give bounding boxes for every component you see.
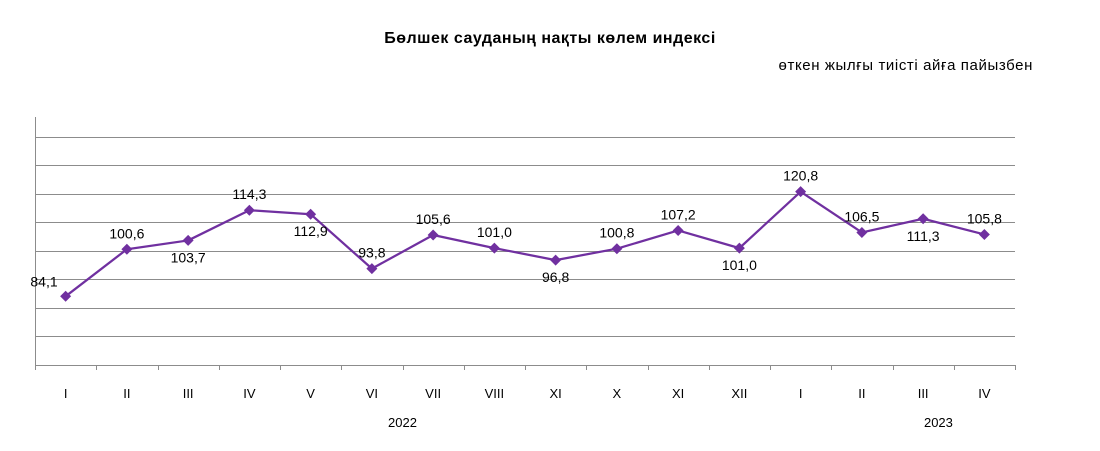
data-label: 120,8	[783, 168, 818, 184]
data-point	[917, 213, 929, 225]
data-point	[672, 224, 684, 236]
year-labels: 2022 2023	[388, 415, 953, 430]
data-label: 96,8	[542, 269, 569, 285]
data-label: 100,8	[599, 225, 634, 241]
x-tick-label: X	[613, 386, 622, 401]
data-point	[243, 204, 255, 216]
x-tick-label: II	[123, 386, 130, 401]
data-point	[978, 228, 990, 240]
year-label: 2022	[388, 415, 417, 430]
x-tick-label: II	[858, 386, 865, 401]
data-point	[60, 290, 72, 302]
data-point	[488, 242, 500, 254]
x-tick-label: IV	[978, 386, 991, 401]
x-tick-label: VII	[425, 386, 441, 401]
data-label: 106,5	[844, 208, 879, 224]
data-label: 101,0	[722, 257, 757, 273]
x-tick-label: V	[306, 386, 315, 401]
data-point	[305, 208, 317, 220]
x-tick-label: VIII	[485, 386, 505, 401]
x-tick-labels: I II III IV V VI VII VIII XI X XI XII I II III IV	[64, 386, 991, 401]
x-tick-label: IV	[243, 386, 256, 401]
data-label: 111,3	[907, 228, 940, 244]
x-tick-label: XII	[731, 386, 747, 401]
chart-subtitle: өткен жылғы тиісті айға пайызбен	[778, 57, 1033, 74]
data-label: 114,3	[232, 186, 266, 202]
data-label: 100,6	[109, 225, 144, 241]
data-label: 93,8	[358, 245, 385, 261]
data-label: 103,7	[171, 249, 206, 265]
data-point	[733, 242, 745, 254]
series-markers	[60, 186, 990, 302]
data-point	[182, 234, 194, 246]
data-point	[856, 226, 868, 238]
data-label: 84,1	[30, 273, 57, 289]
axes	[35, 117, 1016, 370]
x-tick-label: III	[918, 386, 929, 401]
data-point	[550, 254, 562, 266]
data-label: 105,6	[416, 211, 451, 227]
x-tick-label: III	[183, 386, 194, 401]
x-tick-label: XI	[549, 386, 561, 401]
x-tick-label: XI	[672, 386, 684, 401]
chart-title: Бөлшек сауданың нақты көлем индексі	[384, 30, 716, 47]
data-label: 105,8	[967, 210, 1002, 226]
data-point	[611, 243, 623, 255]
data-label: 112,9	[294, 223, 328, 239]
data-point	[427, 229, 439, 241]
x-tick-label: I	[64, 386, 68, 401]
year-label: 2023	[924, 415, 953, 430]
data-point	[366, 263, 378, 275]
x-tick-label: VI	[366, 386, 378, 401]
data-label: 101,0	[477, 224, 512, 240]
data-point	[795, 186, 807, 198]
data-point	[121, 243, 133, 255]
data-label: 107,2	[661, 206, 696, 222]
x-tick-label: I	[799, 386, 803, 401]
data-labels: 84,1 100,6 103,7 114,3 112,9 93,8 105,6 101,0 96…	[30, 168, 1002, 290]
series-line	[64, 190, 985, 298]
series-line-path	[64, 190, 985, 298]
